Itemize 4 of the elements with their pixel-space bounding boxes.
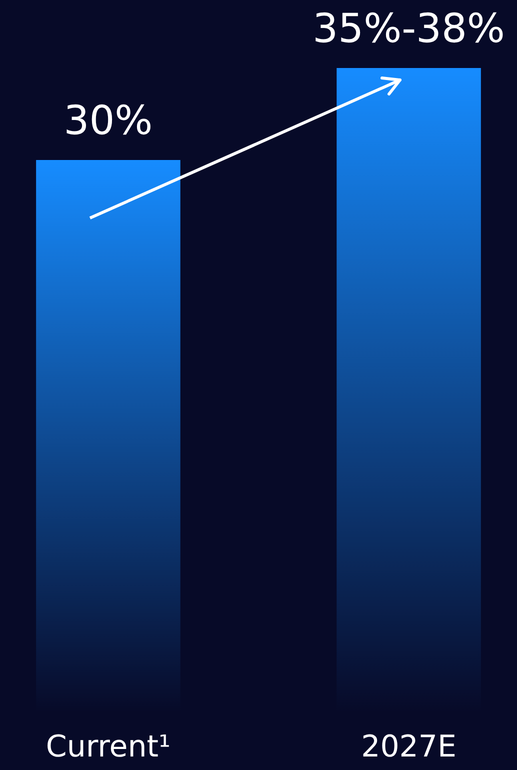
x-tick-label: 2027E xyxy=(361,730,456,764)
data-label: 35%-38% xyxy=(312,6,505,52)
x-tick-label: Current¹ xyxy=(46,730,171,764)
data-label: 30% xyxy=(64,98,153,144)
